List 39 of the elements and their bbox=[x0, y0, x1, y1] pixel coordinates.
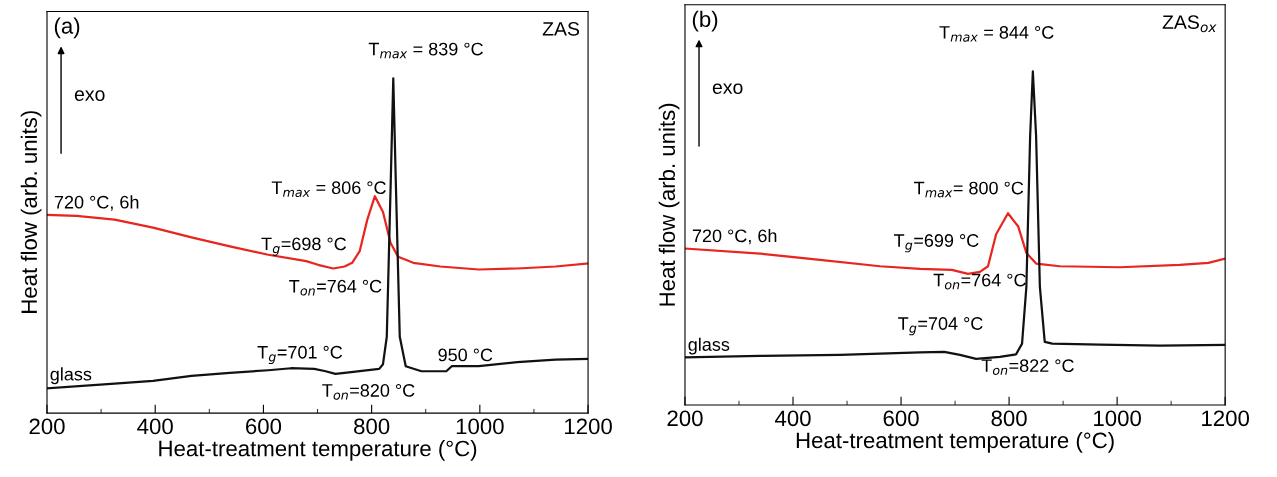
annotation: T$_{g}$=701 °C bbox=[257, 345, 343, 365]
annotation: T$_{g}$=704 °C bbox=[898, 317, 983, 336]
x-axis-title: Heat-treatment temperature (°C) bbox=[796, 431, 1114, 453]
series-label: 720 °C, 6h bbox=[54, 195, 139, 211]
annotation: T$_{g}$=698 °C bbox=[261, 237, 347, 256]
text: ZAS bbox=[542, 22, 580, 36]
x-tick-label: 200 bbox=[29, 418, 65, 435]
annotation: T$_{on}$=764 °C bbox=[933, 273, 1026, 290]
annotation: T$_{max}$ = 844 °C bbox=[939, 26, 1054, 42]
x-tick-label: 600 bbox=[246, 418, 282, 435]
annotation: exo bbox=[74, 90, 105, 102]
y-axis-title: Heat flow (arb. units) bbox=[20, 111, 42, 313]
series-label: glass bbox=[688, 337, 730, 355]
text: (b) bbox=[692, 10, 718, 32]
x-tick-label: 800 bbox=[354, 418, 390, 435]
x-tick-label: 400 bbox=[137, 418, 173, 435]
annotation: 950 °C bbox=[438, 348, 493, 362]
x-tick-label: 800 bbox=[991, 410, 1027, 427]
y-axis-title: Heat flow (arb. units) bbox=[658, 103, 680, 306]
series-label: 720 °C, 6h bbox=[692, 228, 777, 245]
annotation: T$_{on}$=764 °C bbox=[289, 279, 382, 296]
x-tick-label: 600 bbox=[883, 410, 919, 427]
x-tick-label: 400 bbox=[774, 410, 811, 427]
annotation: T$_{max}$ = 806 °C bbox=[271, 181, 386, 198]
x-tick-label: 1000 bbox=[1094, 410, 1141, 427]
x-tick-label: 200 bbox=[667, 410, 703, 427]
annotation: T$_{g}$=699 °C bbox=[894, 234, 979, 253]
annotation: T$_{on}$=820 °C bbox=[322, 384, 415, 400]
annotation: exo bbox=[712, 83, 743, 95]
x-tick-label: 1200 bbox=[565, 418, 612, 435]
annotation: T$_{max}$= 800 °C bbox=[914, 181, 1024, 198]
annotation: T$_{max}$ = 839 °C bbox=[368, 42, 483, 59]
x-tick-label: 1000 bbox=[456, 418, 504, 435]
x-tick-label: 1200 bbox=[1202, 410, 1250, 427]
annotation: T$_{on}$=822 °C bbox=[981, 359, 1074, 375]
series-label: glass bbox=[50, 367, 92, 385]
x-axis-title: Heat-treatment temperature (°C) bbox=[159, 440, 477, 461]
text: (a) bbox=[54, 17, 80, 39]
text: ZAS$_{ox}$ bbox=[1162, 15, 1217, 33]
